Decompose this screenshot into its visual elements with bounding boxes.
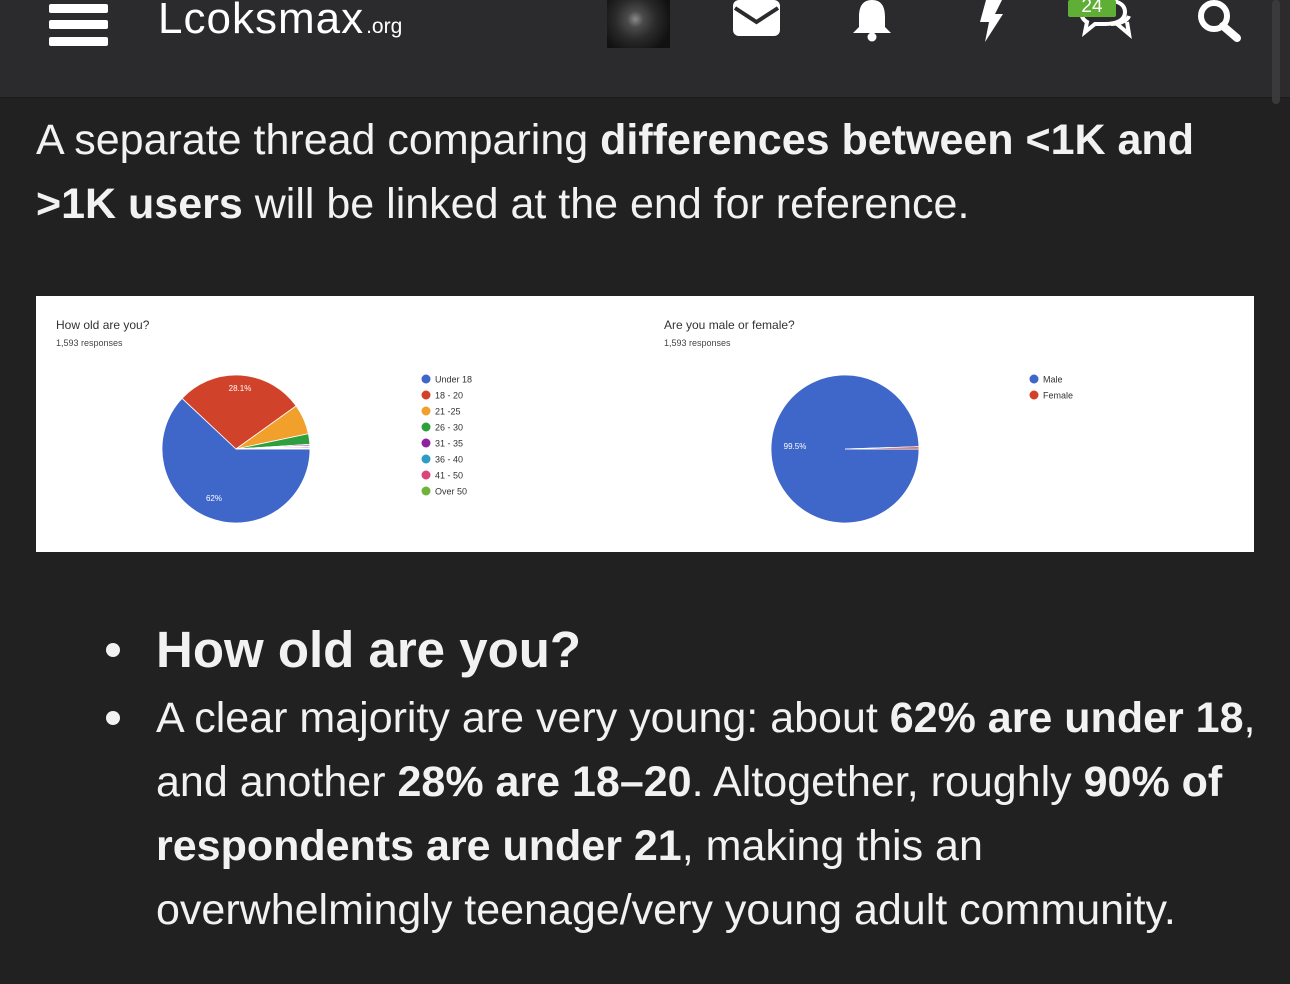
intro-bold: differences between <1K and >1K users	[36, 116, 1194, 228]
pie-slice-female	[844, 446, 920, 450]
pie-slice-18-20	[181, 374, 297, 450]
legend-swatch	[421, 470, 431, 480]
chart-subtitle: 1,593 responses	[664, 338, 731, 348]
bullet-dot	[106, 711, 120, 725]
envelope-icon[interactable]	[733, 0, 780, 36]
legend-swatch	[421, 486, 431, 496]
intro-text-1: A separate thread comparing	[36, 116, 601, 164]
logo-tld: .org	[366, 15, 403, 38]
user-avatar[interactable]	[607, 0, 670, 48]
intro-paragraph: A separate thread comparing differences …	[36, 108, 1266, 236]
search-icon[interactable]	[1196, 0, 1242, 42]
chart-subtitle: 1,593 responses	[56, 338, 123, 348]
answer-bold-2: 28% are 18–20	[397, 758, 692, 806]
legend-swatch	[421, 406, 431, 416]
legend-swatch	[1029, 390, 1039, 400]
legend-swatch	[421, 390, 431, 400]
answer-bold-3: 90% of respondents are under 21	[156, 758, 1223, 870]
legend-label: Male	[1043, 375, 1063, 385]
survey-chart-image: How old are you? 1,593 responses 62% 28.1% U…	[36, 296, 1254, 552]
findings-list: How old are you? A clear majority are ve…	[96, 614, 1266, 942]
pie-slice-over-50	[235, 447, 311, 450]
answer-text-1: A clear majority are very young: about	[156, 694, 890, 742]
bullet-dot	[106, 643, 120, 657]
legend-label: 36 - 40	[435, 455, 463, 465]
site-logo[interactable]: Lcoksmax .org	[158, 0, 402, 44]
hamburger-menu-icon[interactable]	[49, 2, 108, 46]
lightning-icon[interactable]	[975, 0, 1005, 42]
bell-icon[interactable]	[851, 0, 893, 42]
legend-swatch	[421, 422, 431, 432]
page-scrollbar[interactable]	[1272, 0, 1280, 104]
conversations-badge: 24	[1068, 0, 1116, 17]
legend-label: 41 - 50	[435, 471, 463, 481]
intro-text-2: will be linked at the end for reference.	[242, 180, 970, 228]
legend-label: Over 50	[435, 487, 467, 497]
legend-label: 31 - 35	[435, 439, 463, 449]
legend-swatch	[1029, 374, 1039, 384]
chart-title: Are you male or female?	[664, 318, 795, 332]
survey-pie-charts: How old are you? 1,593 responses 62% 28.1% U…	[56, 318, 1073, 524]
question-bullet: How old are you?	[96, 614, 1266, 686]
legend-label: Under 18	[435, 375, 472, 385]
legend-label: 21 -25	[435, 407, 461, 417]
answer-bullet: A clear majority are very young: about 6…	[96, 686, 1266, 942]
legend-label: 18 - 20	[435, 391, 463, 401]
legend-swatch	[421, 374, 431, 384]
legend-label: 26 - 30	[435, 423, 463, 433]
chart-title: How old are you?	[56, 318, 150, 332]
pie-slice-label: 28.1%	[229, 384, 252, 393]
legend-swatch	[421, 438, 431, 448]
legend-label: Female	[1043, 391, 1073, 401]
answer-text-3: . Altogether, roughly	[691, 758, 1084, 806]
pie-slice-under-18	[161, 397, 311, 524]
answer-text-4: , making this an overwhelmingly teenage/…	[156, 822, 1176, 934]
legend-swatch	[421, 454, 431, 464]
logo-text: Lcoksmax	[158, 0, 365, 43]
pie-slice-label: 62%	[206, 494, 222, 503]
answer-bold-1: 62% are under 18	[889, 694, 1244, 742]
pie-slice-label: 99.5%	[784, 442, 807, 451]
answer-text-2: , and another	[156, 694, 1256, 806]
site-header: Lcoksmax .org 24	[0, 0, 1290, 104]
question-text: How old are you?	[156, 621, 582, 678]
